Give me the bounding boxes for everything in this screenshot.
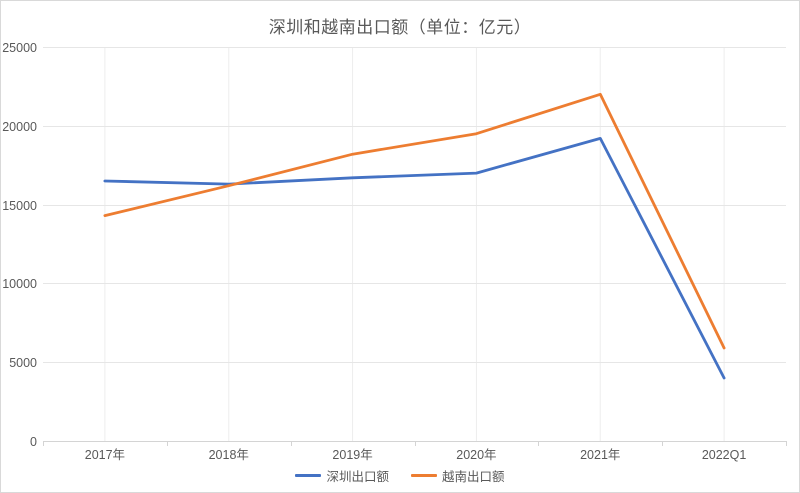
x-axis-tick-label: 2020年 bbox=[456, 448, 496, 462]
legend-label-shenzhen: 深圳出口额 bbox=[326, 470, 389, 484]
x-axis-tick-label: 2019年 bbox=[332, 448, 372, 462]
series-line-0 bbox=[103, 136, 726, 380]
series-line-1 bbox=[103, 92, 726, 350]
y-axis-tick-label: 15000 bbox=[2, 199, 37, 213]
y-axis-tick-label: 25000 bbox=[2, 41, 37, 55]
x-axis-tick-label: 2022Q1 bbox=[702, 448, 747, 462]
y-axis-tick-label: 5000 bbox=[9, 356, 37, 370]
y-axis-tick-label: 0 bbox=[30, 435, 37, 449]
legend-label-vietnam: 越南出口额 bbox=[442, 470, 505, 484]
legend: 深圳出口额 越南出口额 bbox=[1, 466, 799, 485]
legend-line-swatch-shenzhen bbox=[295, 474, 322, 477]
y-axis-tick-label: 20000 bbox=[2, 120, 37, 134]
chart-title: 深圳和越南出口额（单位：亿元） bbox=[268, 18, 532, 37]
x-axis-tick-label: 2018年 bbox=[209, 448, 249, 462]
legend-item-vietnam: 越南出口额 bbox=[411, 466, 505, 485]
y-axis-tick-label: 10000 bbox=[2, 277, 37, 291]
legend-line-swatch-vietnam bbox=[411, 474, 437, 477]
legend-item-shenzhen: 深圳出口额 bbox=[295, 466, 389, 485]
x-axis-tick-label: 2017年 bbox=[85, 448, 125, 462]
x-axis-tick-label: 2021年 bbox=[580, 448, 620, 462]
